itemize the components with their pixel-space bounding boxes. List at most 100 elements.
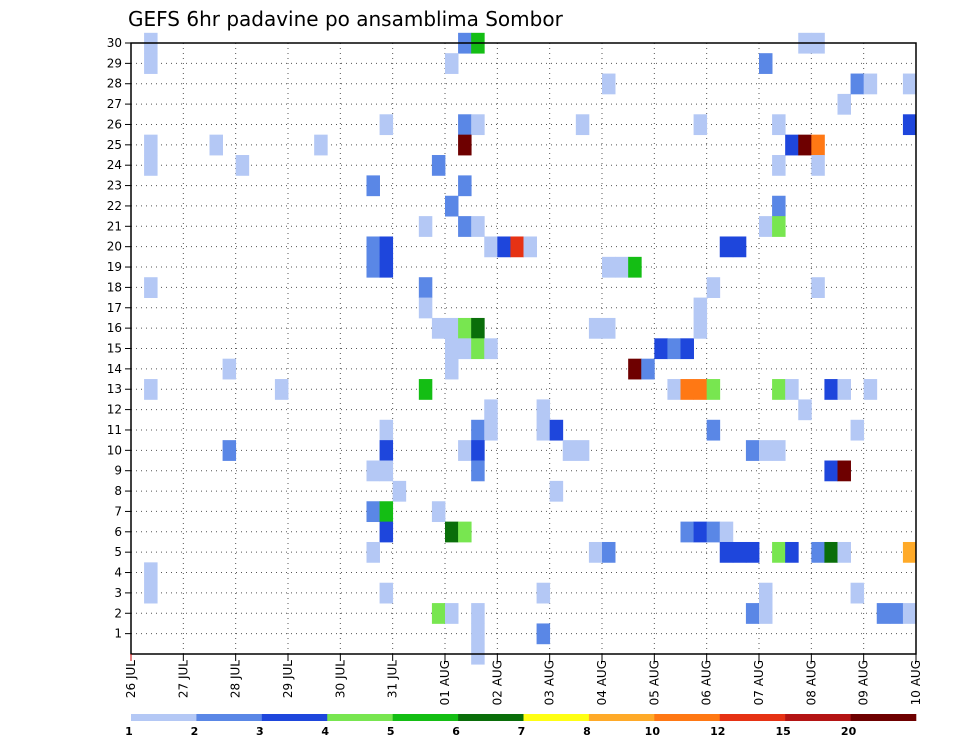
precip-cell: [445, 195, 459, 217]
precip-cell: [732, 541, 747, 563]
precip-cell: [418, 216, 433, 237]
colorbar-label: 7: [518, 725, 526, 738]
x-tick-label: 08 AUG: [804, 660, 818, 705]
precip-cell: [667, 338, 681, 360]
y-tick-label: 24: [107, 158, 122, 172]
precip-cell: [144, 582, 158, 604]
y-tick-label: 22: [107, 199, 122, 213]
precip-cell: [458, 175, 472, 197]
y-tick-label: 10: [107, 443, 122, 457]
precip-cell: [628, 256, 642, 278]
precip-cell: [811, 541, 825, 563]
x-tick-label: 31 JUL: [386, 660, 400, 698]
precip-cell: [693, 114, 708, 136]
precip-cell: [588, 541, 603, 563]
precip-cell: [602, 256, 616, 278]
y-tick-label: 25: [107, 138, 122, 152]
precip-cell: [863, 379, 878, 400]
precip-cell: [458, 134, 472, 156]
precip-cell: [379, 419, 394, 441]
precip-cell: [772, 216, 786, 237]
colorbar-label: 3: [256, 725, 264, 738]
precip-cell: [445, 317, 459, 339]
colorbar-swatch: [196, 714, 263, 721]
precip-cell: [719, 236, 734, 258]
precip-cell: [745, 541, 760, 563]
colorbar-label: 5: [387, 725, 395, 738]
precip-cell: [144, 562, 158, 584]
precip-cell: [602, 317, 616, 339]
precip-cell: [902, 114, 917, 136]
y-tick-label: 20: [107, 240, 122, 254]
colorbar-swatch: [392, 714, 459, 721]
precip-cell: [379, 521, 394, 543]
precip-cell: [379, 582, 394, 604]
colorbar-label: 8: [583, 725, 591, 738]
y-tick-label: 29: [107, 56, 122, 70]
precip-cell: [484, 419, 498, 441]
colorbar-swatch: [654, 714, 721, 721]
y-tick-label: 6: [114, 525, 122, 539]
precip-cell: [876, 603, 891, 624]
colorbar-label: 2: [191, 725, 199, 738]
precip-cell: [418, 297, 433, 319]
precip-cell: [798, 399, 812, 421]
colorbar-swatch: [458, 714, 524, 721]
y-tick-label: 11: [107, 423, 122, 437]
y-tick-label: 8: [114, 484, 122, 498]
x-tick-label: 07 AUG: [752, 660, 766, 705]
colorbar-label: 6: [452, 725, 460, 738]
precip-cell: [366, 256, 380, 278]
precip-cell: [458, 216, 472, 237]
precip-cell: [471, 460, 485, 482]
precip-cell: [274, 379, 289, 400]
precip-cell: [811, 134, 825, 156]
colorbar-swatch: [588, 714, 655, 721]
precip-cell: [366, 541, 380, 563]
precip-cell: [889, 603, 904, 624]
precip-cell: [759, 53, 773, 74]
precip-cell: [785, 134, 799, 156]
y-tick-label: 7: [114, 504, 122, 518]
precip-cell: [379, 460, 394, 482]
y-tick-label: 26: [107, 117, 122, 131]
precip-cell: [824, 541, 838, 563]
precip-cell: [706, 521, 721, 543]
y-tick-label: 23: [107, 179, 122, 193]
precip-cell: [772, 114, 786, 136]
y-tick-label: 21: [107, 219, 122, 233]
precip-cell: [837, 460, 851, 482]
precip-cell: [719, 541, 734, 563]
y-tick-label: 17: [107, 301, 122, 315]
colorbar-label: 20: [841, 725, 857, 738]
precip-cell: [471, 216, 485, 237]
precip-cell: [628, 358, 642, 380]
precip-cell: [471, 440, 485, 461]
x-tick-label: 06 AUG: [700, 660, 714, 705]
chart-title: GEFS 6hr padavine po ansamblima Sombor: [128, 7, 564, 31]
x-tick-label: 05 AUG: [647, 660, 661, 705]
precip-cell: [706, 379, 721, 400]
y-tick-label: 3: [114, 586, 122, 600]
precip-cell: [471, 338, 485, 360]
precip-cell: [222, 358, 237, 380]
colorbar-label: 1: [125, 725, 133, 738]
precip-cell: [458, 440, 472, 461]
precip-cell: [693, 297, 708, 319]
precip-cell: [366, 501, 380, 523]
precip-cell: [759, 216, 773, 237]
x-tick-label: 04 AUG: [595, 660, 609, 705]
precip-cell: [144, 155, 158, 176]
precip-cell: [641, 358, 655, 380]
precip-cell: [575, 114, 590, 136]
precip-cell: [745, 440, 760, 461]
precip-cell: [144, 379, 158, 400]
precip-cell: [445, 338, 459, 360]
x-tick-label: 10 AUG: [909, 660, 923, 705]
y-tick-label: 30: [107, 36, 122, 50]
precip-cell: [222, 440, 237, 461]
precip-cell: [484, 399, 498, 421]
precip-cell: [680, 338, 694, 360]
precip-cell: [366, 236, 380, 258]
colorbar-swatch: [785, 714, 851, 721]
